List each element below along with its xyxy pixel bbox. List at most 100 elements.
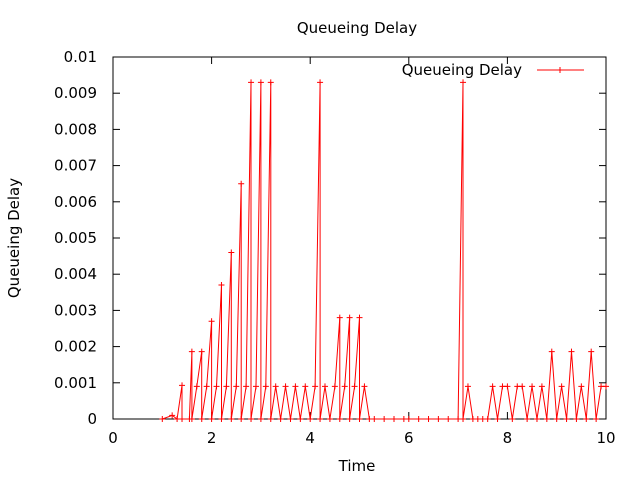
axis-ticks: [112, 56, 607, 420]
data-point-marker: [460, 79, 467, 86]
data-point-marker: [494, 416, 501, 422]
y-tick-label: 0.003: [54, 301, 97, 319]
x-tick-label: 10: [596, 429, 615, 447]
y-tick-label: 0.002: [54, 338, 97, 356]
data-point-marker: [238, 180, 245, 187]
y-tick-label: 0.008: [54, 120, 97, 138]
data-point-marker: [267, 79, 274, 86]
data-point-marker: [169, 412, 176, 419]
data-point-marker: [543, 416, 550, 422]
data-point-marker: [213, 383, 220, 390]
data-point-marker: [415, 416, 422, 422]
data-point-marker: [233, 383, 240, 390]
data-point-marker: [568, 348, 575, 355]
data-point-marker: [371, 416, 378, 422]
data-point-marker: [267, 416, 274, 422]
data-point-marker: [208, 318, 215, 325]
data-point-marker: [391, 416, 398, 422]
x-tick-labels: 0 2 4 6 8 10: [108, 429, 615, 447]
x-axis-label: Time: [338, 457, 376, 475]
data-point-marker: [292, 383, 299, 390]
x-tick-label: 2: [207, 429, 217, 447]
legend-line-sample: [537, 67, 584, 73]
data-point-marker: [603, 383, 609, 390]
data-point-marker: [312, 383, 319, 390]
data-point-marker: [193, 383, 200, 390]
y-tick-label: 0.009: [54, 84, 97, 102]
legend-marker: [557, 67, 563, 73]
y-tick-label: 0.007: [54, 157, 97, 175]
data-point-marker: [218, 416, 225, 422]
data-point-marker: [588, 348, 595, 355]
data-point-marker: [435, 416, 442, 422]
y-tick-label: 0: [87, 410, 97, 428]
data-point-marker: [361, 383, 368, 390]
data-point-marker: [297, 416, 304, 422]
data-point-marker: [583, 416, 590, 422]
data-point-marker: [307, 416, 314, 422]
data-point-marker: [341, 383, 348, 390]
y-tick-label: 0.01: [64, 48, 97, 66]
data-point-marker: [248, 416, 255, 422]
data-point-marker: [336, 314, 343, 321]
data-point-marker: [218, 282, 225, 289]
data-point-marker: [578, 383, 585, 390]
data-point-marker: [188, 416, 195, 422]
data-point-marker: [346, 314, 353, 321]
data-point-marker: [538, 383, 545, 390]
data-point-marker: [533, 416, 540, 422]
data-point-marker: [563, 416, 570, 422]
y-tick-label: 0.001: [54, 374, 97, 392]
legend: Queueing Delay: [402, 61, 584, 79]
data-point-marker: [558, 383, 565, 390]
y-tick-label: 0.004: [54, 265, 97, 283]
data-point-marker: [243, 383, 250, 390]
x-tick-label: 8: [503, 429, 513, 447]
data-point-marker: [302, 383, 309, 390]
data-point-marker: [356, 314, 363, 321]
data-point-marker: [351, 383, 358, 390]
data-point-marker: [228, 416, 235, 422]
data-point-marker: [484, 416, 491, 422]
data-point-marker: [188, 348, 195, 355]
data-point-marker: [405, 416, 412, 422]
data-point-marker: [326, 416, 333, 422]
data-point-marker: [262, 383, 269, 390]
y-tick-label: 0.006: [54, 193, 97, 211]
legend-label: Queueing Delay: [402, 61, 522, 79]
data-point-marker: [336, 416, 343, 422]
data-point-marker: [248, 79, 255, 86]
data-point-marker: [287, 416, 294, 422]
data-point-marker: [489, 383, 496, 390]
data-point-marker: [252, 383, 259, 390]
data-point-marker: [203, 383, 210, 390]
data-point-marker: [272, 383, 279, 390]
data-point-marker: [346, 416, 353, 422]
data-point-marker: [198, 348, 205, 355]
data-point-marker: [223, 383, 230, 390]
data-point-marker: [524, 416, 531, 422]
data-point-marker: [317, 79, 324, 86]
data-point-marker: [228, 249, 235, 256]
data-point-marker: [208, 416, 215, 422]
y-axis-label: Queueing Delay: [5, 178, 23, 298]
data-point-marker: [553, 416, 560, 422]
data-point-marker: [509, 416, 516, 422]
x-tick-label: 0: [108, 429, 118, 447]
data-point-marker: [425, 416, 432, 422]
data-point-marker: [179, 416, 186, 422]
data-point-marker: [331, 383, 338, 390]
data-point-marker: [257, 79, 264, 86]
data-point-marker: [179, 382, 186, 389]
data-point-marker: [159, 416, 166, 422]
series-line: [162, 82, 606, 420]
data-point-marker: [321, 383, 328, 390]
data-point-marker: [257, 416, 264, 422]
data-point-marker: [519, 383, 526, 390]
data-point-marker: [504, 383, 511, 390]
data-point-marker: [277, 416, 284, 422]
data-point-marker: [238, 416, 245, 422]
data-point-marker: [460, 416, 467, 422]
data-point-marker: [198, 416, 205, 422]
